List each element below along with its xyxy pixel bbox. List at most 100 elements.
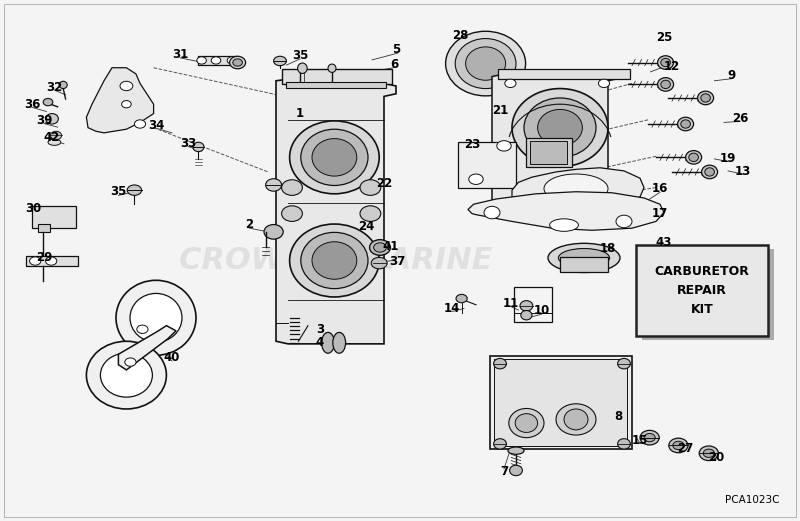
- Ellipse shape: [669, 438, 688, 453]
- Ellipse shape: [505, 79, 516, 88]
- Ellipse shape: [48, 139, 61, 145]
- Ellipse shape: [43, 98, 53, 106]
- Polygon shape: [492, 74, 620, 218]
- Text: 35: 35: [110, 185, 126, 198]
- Ellipse shape: [360, 180, 381, 195]
- Text: 12: 12: [664, 60, 680, 73]
- Ellipse shape: [689, 153, 698, 162]
- Ellipse shape: [59, 81, 67, 89]
- Ellipse shape: [227, 57, 237, 64]
- Text: 9: 9: [728, 69, 736, 82]
- Ellipse shape: [101, 353, 152, 397]
- Ellipse shape: [484, 206, 500, 219]
- Ellipse shape: [520, 301, 533, 311]
- Ellipse shape: [640, 430, 659, 445]
- Ellipse shape: [678, 117, 694, 131]
- Ellipse shape: [521, 311, 532, 320]
- Ellipse shape: [46, 257, 57, 265]
- Text: 39: 39: [36, 114, 52, 127]
- Bar: [198, 56, 237, 65]
- Bar: [530, 141, 567, 164]
- Text: 25: 25: [656, 31, 672, 44]
- Polygon shape: [512, 168, 644, 208]
- Ellipse shape: [698, 91, 714, 105]
- Text: 31: 31: [172, 48, 188, 61]
- Ellipse shape: [122, 101, 131, 108]
- Ellipse shape: [701, 94, 710, 102]
- Ellipse shape: [134, 120, 146, 128]
- Ellipse shape: [312, 139, 357, 176]
- Text: CARBURETOR
REPAIR
KIT: CARBURETOR REPAIR KIT: [654, 265, 750, 316]
- Ellipse shape: [494, 358, 506, 369]
- Ellipse shape: [290, 224, 379, 297]
- Text: 30: 30: [26, 202, 42, 215]
- Text: 26: 26: [732, 112, 748, 125]
- Ellipse shape: [497, 141, 511, 151]
- Bar: [490, 356, 632, 449]
- Ellipse shape: [550, 219, 578, 231]
- Ellipse shape: [301, 129, 368, 185]
- Ellipse shape: [661, 80, 670, 89]
- Ellipse shape: [46, 114, 58, 124]
- Text: 23: 23: [464, 139, 480, 151]
- Ellipse shape: [125, 358, 136, 366]
- FancyBboxPatch shape: [642, 249, 774, 340]
- Ellipse shape: [290, 121, 379, 194]
- Text: 22: 22: [376, 178, 392, 190]
- Bar: [514, 287, 552, 322]
- Text: 18: 18: [600, 242, 616, 255]
- Bar: [560, 257, 608, 272]
- Ellipse shape: [274, 56, 286, 66]
- Text: 37: 37: [390, 255, 406, 268]
- Text: 33: 33: [180, 137, 196, 150]
- Bar: [32, 206, 76, 228]
- Text: 19: 19: [720, 152, 736, 165]
- Bar: [286, 82, 386, 88]
- FancyBboxPatch shape: [636, 245, 768, 336]
- Ellipse shape: [505, 204, 516, 213]
- Polygon shape: [276, 79, 396, 344]
- Ellipse shape: [120, 81, 133, 91]
- Text: 15: 15: [632, 434, 648, 446]
- Text: 41: 41: [382, 240, 398, 253]
- Text: 28: 28: [452, 29, 468, 42]
- Ellipse shape: [322, 332, 334, 353]
- Ellipse shape: [644, 433, 655, 442]
- Bar: [38, 224, 50, 232]
- Ellipse shape: [30, 257, 41, 265]
- Text: 7: 7: [500, 465, 508, 478]
- Text: 29: 29: [37, 252, 53, 264]
- Ellipse shape: [509, 408, 544, 438]
- Ellipse shape: [211, 57, 221, 64]
- Ellipse shape: [193, 142, 204, 152]
- Ellipse shape: [312, 242, 357, 279]
- Text: 43: 43: [656, 236, 672, 249]
- Text: 40: 40: [164, 352, 180, 364]
- Polygon shape: [86, 68, 154, 133]
- Ellipse shape: [515, 414, 538, 432]
- Ellipse shape: [371, 257, 387, 269]
- Ellipse shape: [116, 280, 196, 355]
- Ellipse shape: [86, 341, 166, 409]
- Text: 16: 16: [652, 182, 668, 195]
- Ellipse shape: [282, 180, 302, 195]
- Ellipse shape: [374, 243, 386, 252]
- Text: 27: 27: [678, 442, 694, 454]
- Ellipse shape: [446, 31, 526, 96]
- Ellipse shape: [658, 56, 674, 69]
- Polygon shape: [468, 192, 664, 230]
- Ellipse shape: [510, 465, 522, 476]
- Text: 3: 3: [316, 323, 324, 336]
- Text: 36: 36: [24, 98, 40, 110]
- Text: 20: 20: [708, 451, 724, 464]
- Ellipse shape: [544, 174, 608, 203]
- Ellipse shape: [282, 206, 302, 221]
- Text: 5: 5: [392, 43, 400, 56]
- Ellipse shape: [681, 120, 690, 128]
- Ellipse shape: [524, 98, 596, 157]
- Ellipse shape: [618, 439, 630, 449]
- Ellipse shape: [598, 79, 610, 88]
- Bar: [458, 142, 516, 188]
- Ellipse shape: [298, 63, 307, 73]
- Ellipse shape: [456, 294, 467, 303]
